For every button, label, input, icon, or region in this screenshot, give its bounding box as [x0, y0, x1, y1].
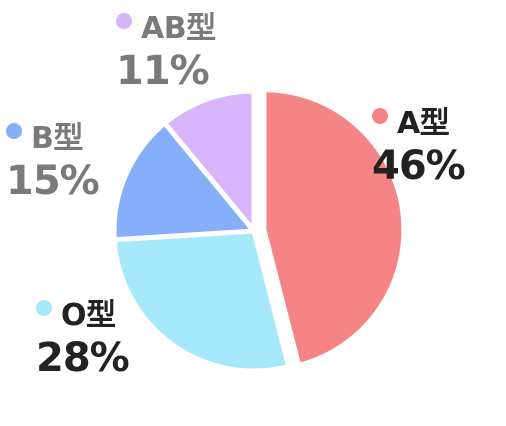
category-label-b: B型: [31, 121, 83, 156]
legend-dot-ab: [116, 13, 132, 29]
percent-label-b: 15%: [6, 158, 100, 204]
slice-ab: [162, 88, 257, 234]
percent-label-ab: 11%: [116, 48, 210, 94]
label-ab: AB型 11%: [116, 3, 216, 91]
category-label-o: O型: [61, 298, 116, 333]
slice-b: [111, 120, 257, 243]
percent-label-o: 28%: [36, 335, 130, 381]
legend-dot-a: [372, 108, 388, 124]
category-label-a: A型: [397, 106, 450, 141]
legend-dot-b: [6, 123, 22, 139]
label-a: A型 46%: [372, 98, 466, 189]
label-b: B型 15%: [6, 113, 100, 204]
category-label-ab: AB型: [141, 11, 216, 46]
slice-a: [261, 87, 407, 368]
slice-o: [111, 228, 292, 374]
legend-dot-o: [36, 300, 52, 316]
percent-label-a: 46%: [372, 143, 466, 189]
label-o: O型 28%: [36, 290, 130, 381]
